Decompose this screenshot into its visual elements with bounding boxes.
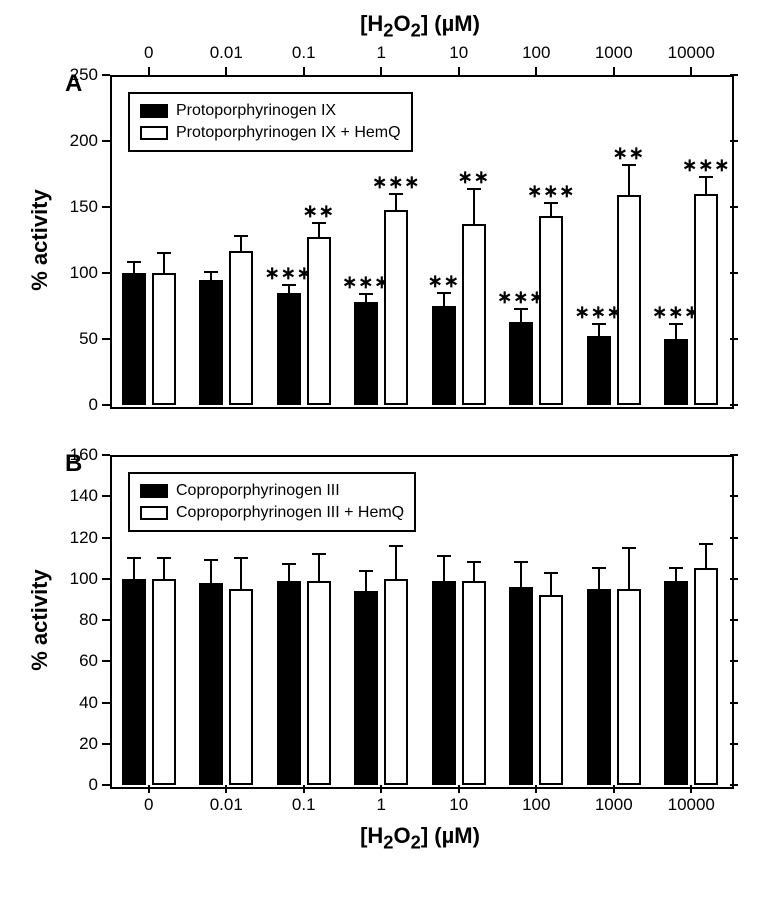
bar <box>587 336 611 405</box>
significance-marker: ∗∗ <box>303 201 335 222</box>
bar <box>199 280 223 405</box>
legend-swatch <box>140 484 168 498</box>
bar <box>229 251 253 405</box>
significance-marker: ∗∗∗ <box>372 172 420 193</box>
ytick-label: 120 <box>68 528 98 548</box>
significance-marker: ∗∗∗ <box>575 302 623 323</box>
ytick-label: 160 <box>68 445 98 465</box>
significance-marker: ∗∗ <box>458 167 490 188</box>
bar <box>462 224 486 405</box>
xtick-label-top: 100 <box>522 43 550 63</box>
x-axis-label-top: [H2O2] (µM) <box>360 11 480 41</box>
ytick-label: 0 <box>68 395 98 415</box>
ytick-label: 100 <box>68 263 98 283</box>
bar <box>432 581 456 785</box>
significance-marker: ∗∗∗ <box>342 272 390 293</box>
xtick-label-bottom: 1000 <box>595 795 633 815</box>
bar <box>617 195 641 405</box>
legend-swatch <box>140 506 168 520</box>
xtick-label-top: 10 <box>449 43 468 63</box>
bar <box>199 583 223 785</box>
significance-marker: ∗∗∗ <box>497 287 545 308</box>
ytick-label: 250 <box>68 65 98 85</box>
bar <box>664 581 688 785</box>
ytick-label: 60 <box>68 651 98 671</box>
bar <box>462 581 486 785</box>
ytick-label: 80 <box>68 610 98 630</box>
significance-marker: ∗∗∗ <box>265 263 313 284</box>
xtick-label-bottom: 1 <box>377 795 386 815</box>
xtick-label-bottom: 10 <box>449 795 468 815</box>
figure-root: A050100150200250% activity00.010.1110100… <box>0 0 780 919</box>
bar <box>539 595 563 785</box>
legend-label: Coproporphyrinogen III <box>176 480 340 502</box>
bar <box>694 568 718 785</box>
significance-marker: ∗∗∗ <box>652 302 700 323</box>
xtick-label-bottom: 100 <box>522 795 550 815</box>
bar <box>509 587 533 785</box>
xtick-label-top: 0 <box>144 43 153 63</box>
legend: Coproporphyrinogen IIICoproporphyrinogen… <box>128 472 416 532</box>
ytick-label: 0 <box>68 775 98 795</box>
bar <box>122 273 146 405</box>
ytick-label: 140 <box>68 486 98 506</box>
ytick-label: 20 <box>68 734 98 754</box>
bar <box>307 581 331 785</box>
legend-label: Protoporphyrinogen IX <box>176 100 336 122</box>
bar <box>277 581 301 785</box>
bar <box>664 339 688 405</box>
xtick-label-top: 1 <box>377 43 386 63</box>
bar <box>694 194 718 405</box>
bar <box>152 273 176 405</box>
x-axis-label-bottom: [H2O2] (µM) <box>360 823 480 853</box>
bar <box>539 216 563 405</box>
significance-marker: ∗∗ <box>428 271 460 292</box>
bar <box>122 579 146 785</box>
bar <box>432 306 456 405</box>
xtick-label-bottom: 0 <box>144 795 153 815</box>
xtick-label-bottom: 0.1 <box>292 795 316 815</box>
significance-marker: ∗∗ <box>613 143 645 164</box>
legend-label: Coproporphyrinogen III + HemQ <box>176 502 404 524</box>
bar <box>229 589 253 785</box>
bar <box>384 579 408 785</box>
legend-label: Protoporphyrinogen IX + HemQ <box>176 122 401 144</box>
legend-swatch <box>140 126 168 140</box>
xtick-label-top: 1000 <box>595 43 633 63</box>
ytick-label: 200 <box>68 131 98 151</box>
bar <box>277 293 301 405</box>
y-axis-label: % activity <box>27 189 53 291</box>
xtick-label-top: 10000 <box>668 43 715 63</box>
significance-marker: ∗∗∗ <box>527 181 575 202</box>
xtick-label-top: 0.01 <box>210 43 243 63</box>
xtick-label-bottom: 0.01 <box>210 795 243 815</box>
bar <box>617 589 641 785</box>
xtick-label-top: 0.1 <box>292 43 316 63</box>
bar <box>152 579 176 785</box>
legend-swatch <box>140 104 168 118</box>
bar <box>587 589 611 785</box>
legend: Protoporphyrinogen IXProtoporphyrinogen … <box>128 92 413 152</box>
ytick-label: 40 <box>68 693 98 713</box>
significance-marker: ∗∗∗ <box>682 155 730 176</box>
bar <box>384 210 408 405</box>
bar <box>354 591 378 785</box>
xtick-label-bottom: 10000 <box>668 795 715 815</box>
ytick-label: 150 <box>68 197 98 217</box>
ytick-label: 50 <box>68 329 98 349</box>
bar <box>509 322 533 405</box>
ytick-label: 100 <box>68 569 98 589</box>
y-axis-label: % activity <box>27 569 53 671</box>
bar <box>307 237 331 405</box>
bar <box>354 302 378 405</box>
